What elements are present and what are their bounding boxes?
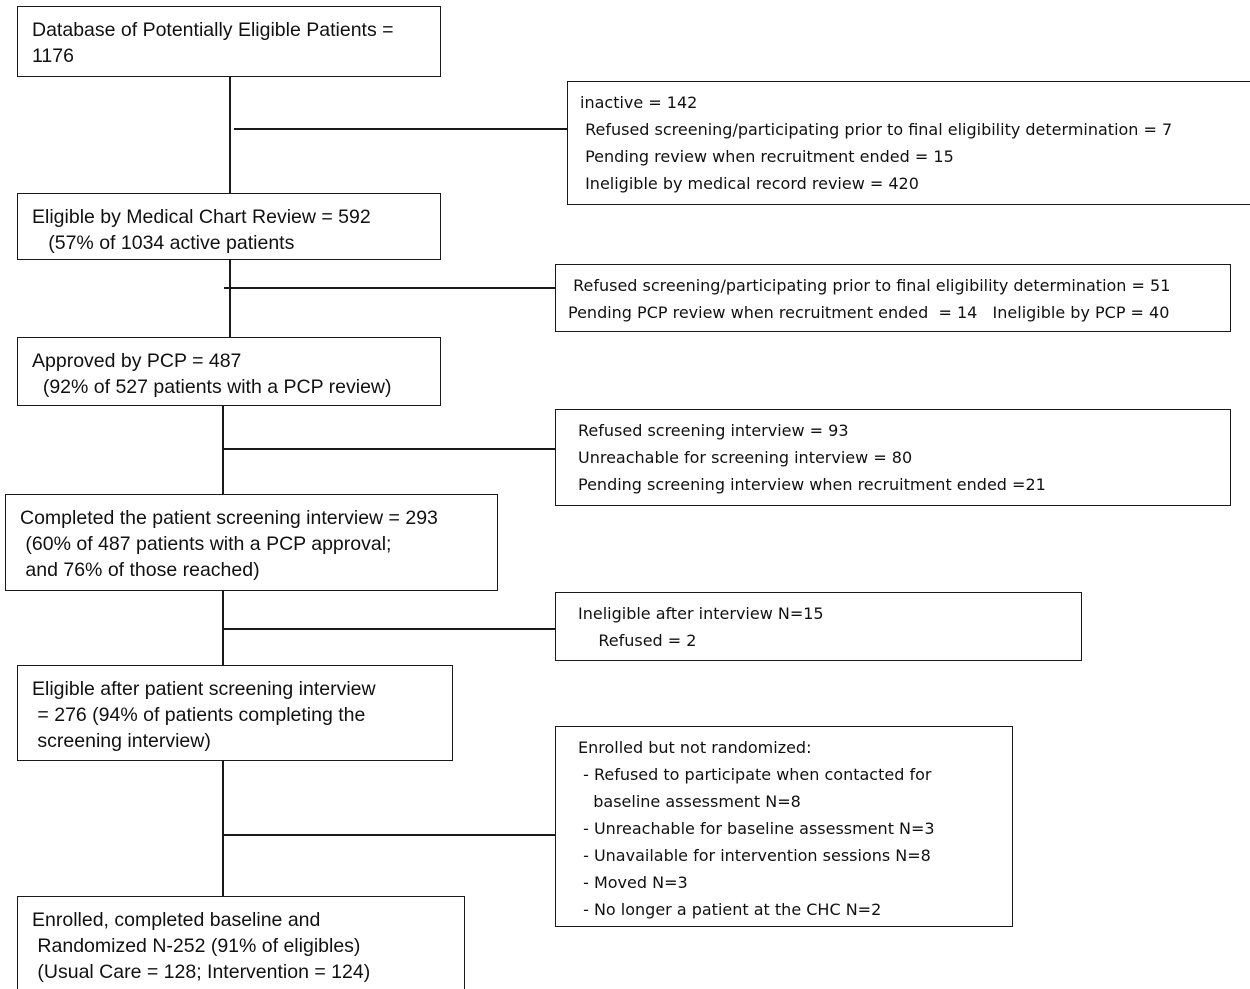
box-line: Pending PCP review when recruitment ende… <box>568 303 1170 322</box>
box-line: Refused screening interview = 93 <box>578 421 849 440</box>
box-line: - Unavailable for intervention sessions … <box>578 846 931 865</box>
connector-branch-3 <box>222 448 555 450</box>
box-line: baseline assessment N=8 <box>578 792 801 811</box>
box-line: (57% of 1034 active patients <box>32 232 295 254</box>
box-line: Completed the patient screening intervie… <box>20 507 438 529</box>
box-line: and 76% of those reached) <box>20 559 260 581</box>
box-line: - Unreachable for baseline assessment N=… <box>578 819 935 838</box>
box-exclusion-5: Enrolled but not randomized: - Refused t… <box>555 726 1013 927</box>
connector-branch-2 <box>224 287 555 289</box>
box-line: (92% of 527 patients with a PCP review) <box>32 376 392 398</box>
connector-vertical-4 <box>222 590 224 665</box>
box-line: Eligible after patient screening intervi… <box>32 678 376 700</box>
box-line: - Moved N=3 <box>578 873 688 892</box>
box-line: screening interview) <box>32 730 211 752</box>
box-line: Ineligible after interview N=15 <box>578 604 824 623</box>
box-enrolled-randomized: Enrolled, completed baseline and Randomi… <box>17 896 465 989</box>
box-completed-screening: Completed the patient screening intervie… <box>5 494 498 591</box>
connector-vertical-1 <box>229 76 231 197</box>
box-line: (Usual Care = 128; Intervention = 124) <box>32 961 371 983</box>
box-line: Eligible by Medical Chart Review = 592 <box>32 206 371 228</box>
connector-branch-4 <box>222 628 555 630</box>
box-line: Enrolled but not randomized: <box>578 738 812 757</box>
box-exclusion-3: Refused screening interview = 93 Unreach… <box>555 409 1231 506</box>
box-line: - No longer a patient at the CHC N=2 <box>578 900 882 919</box>
connector-vertical-2 <box>229 259 231 337</box>
box-eligible-after-screening: Eligible after patient screening intervi… <box>17 665 453 761</box>
box-exclusion-1: inactive = 142 Refused screening/partici… <box>567 81 1250 205</box>
box-line: Database of Potentially Eligible Patient… <box>32 19 394 41</box>
box-line: - Refused to participate when contacted … <box>578 765 932 784</box>
box-approved-pcp: Approved by PCP = 487 (92% of 527 patien… <box>17 337 441 406</box>
box-line: Refused screening/participating prior to… <box>580 120 1173 139</box>
box-line: Unreachable for screening interview = 80 <box>578 448 913 467</box>
box-line: 1176 <box>32 45 74 67</box>
box-line: Pending screening interview when recruit… <box>578 475 1046 494</box>
box-line: Enrolled, completed baseline and <box>32 909 321 931</box>
connector-vertical-5 <box>222 760 224 896</box>
box-exclusion-4: Ineligible after interview N=15 Refused … <box>555 592 1082 661</box>
connector-branch-1 <box>234 128 567 130</box>
box-exclusion-2: Refused screening/participating prior to… <box>555 264 1231 332</box>
box-line: Refused screening/participating prior to… <box>568 276 1171 295</box>
box-line: inactive = 142 <box>580 93 698 112</box>
connector-branch-5 <box>222 834 555 836</box>
box-line: Refused = 2 <box>578 631 697 650</box>
box-line: Approved by PCP = 487 <box>32 350 242 372</box>
box-line: (60% of 487 patients with a PCP approval… <box>20 533 392 555</box>
box-line: Ineligible by medical record review = 42… <box>580 174 919 193</box>
box-line: = 276 (94% of patients completing the <box>32 704 366 726</box>
connector-vertical-3 <box>222 405 224 494</box>
box-line: Pending review when recruitment ended = … <box>580 147 954 166</box>
box-database: Database of Potentially Eligible Patient… <box>17 6 441 77</box>
box-line: Randomized N-252 (91% of eligibles) <box>32 935 361 957</box>
box-eligible-chart-review: Eligible by Medical Chart Review = 592 (… <box>17 193 441 260</box>
